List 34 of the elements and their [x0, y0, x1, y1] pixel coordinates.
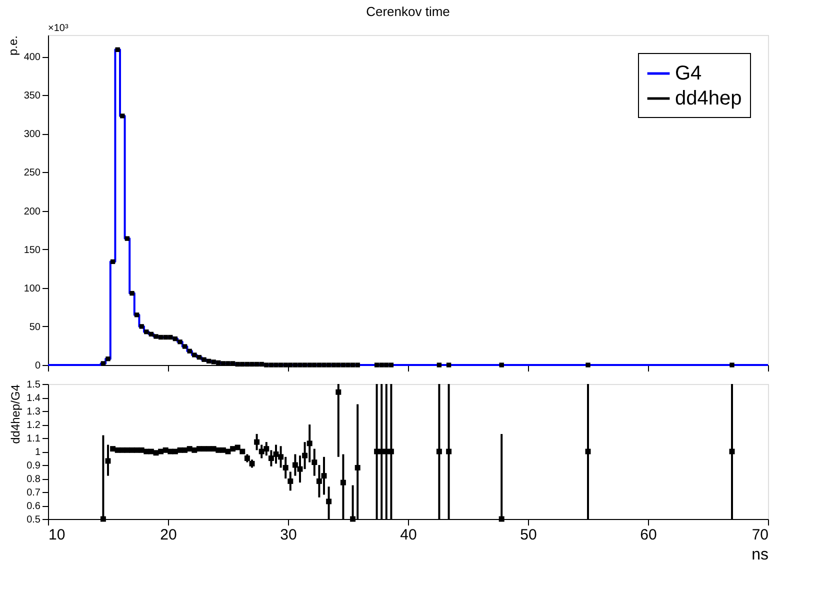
y-tick-label: 1.1 [26, 434, 41, 444]
x-tick-label: 50 [520, 526, 537, 544]
y-tick-label: 1.5 [26, 380, 41, 390]
y-tick-label: 0.5 [26, 514, 41, 526]
x-tick-label: 10 [48, 526, 66, 544]
y-tick-label: 400 [24, 52, 41, 64]
text: ×10³ [48, 23, 69, 34]
x-tick-label: 20 [160, 526, 177, 544]
y-tick-label: 250 [24, 168, 41, 179]
legend-label: G4 [675, 62, 702, 84]
y-tick-label: 100 [24, 283, 41, 294]
y-tick-label: 50 [29, 322, 41, 333]
y-tick-label: 150 [24, 244, 41, 256]
y-tick-label: 300 [24, 129, 41, 140]
x-tick-label: 60 [640, 526, 657, 544]
y-tick-label: 1.2 [26, 420, 41, 431]
y-tick-label: 0.6 [26, 501, 41, 512]
x-tick-label: 40 [400, 526, 417, 544]
x-axis-title: ns [752, 546, 768, 564]
y-tick-label: 350 [24, 90, 41, 102]
y-tick-label: 200 [24, 206, 41, 218]
y-tick-label: 0.9 [26, 460, 41, 472]
y-tick-label: 1.4 [26, 393, 41, 404]
x-tick-label: 30 [280, 526, 297, 544]
y-tick-label: 0.8 [26, 474, 41, 485]
y-axis-title: dd4hep/G4 [8, 384, 23, 444]
y-tick-label: 1.3 [26, 406, 41, 418]
x-tick-label: 70 [752, 526, 768, 544]
y-axis-title: p.e. [6, 36, 20, 56]
y-tick-label: 0 [34, 360, 41, 372]
legend-label: dd4hep [675, 88, 742, 110]
chart-title: Cerenkov time [366, 4, 450, 19]
y-tick-label: 0.7 [26, 488, 41, 498]
y-tick-label: 1 [34, 447, 41, 458]
